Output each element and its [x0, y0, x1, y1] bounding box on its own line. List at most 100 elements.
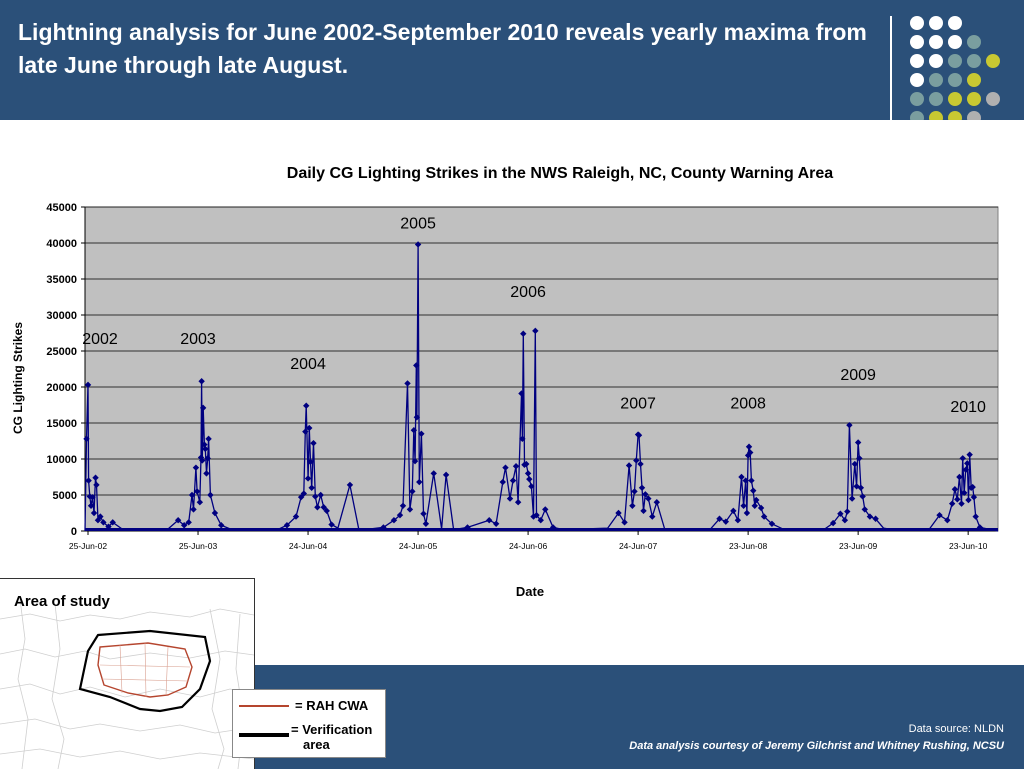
x-tick-label: 24-Jun-04 — [289, 541, 328, 551]
data-point — [207, 491, 214, 499]
year-annotation: 2006 — [510, 284, 546, 301]
data-point — [829, 519, 837, 527]
y-tick-label: 30000 — [46, 310, 77, 322]
data-point — [346, 481, 354, 489]
y-axis-label: CG Lighting Strikes — [11, 322, 25, 434]
data-point — [85, 477, 92, 484]
x-tick-label: 23-Jun-08 — [729, 541, 768, 551]
decorative-dot — [929, 73, 943, 87]
decorative-dot — [967, 92, 981, 106]
data-point — [524, 470, 532, 477]
data-point — [753, 496, 760, 504]
data-point — [430, 470, 437, 477]
data-point — [413, 362, 420, 369]
decorative-dot — [910, 54, 924, 68]
data-point — [292, 513, 300, 520]
data-point — [302, 428, 309, 435]
data-point — [97, 513, 104, 520]
verification-label-cont: area — [303, 737, 330, 752]
data-point — [411, 457, 419, 465]
data-point — [84, 381, 92, 389]
data-point — [716, 515, 723, 522]
data-point — [413, 414, 421, 421]
data-point — [314, 504, 321, 511]
data-point — [404, 380, 411, 387]
data-point — [509, 477, 517, 484]
decorative-dot — [910, 16, 924, 30]
year-annotation: 2007 — [620, 396, 656, 413]
data-point — [180, 522, 188, 529]
chart-title: Daily CG Lighting Strikes in the NWS Ral… — [287, 165, 834, 182]
data-point — [653, 499, 660, 506]
data-point — [649, 513, 656, 520]
x-tick-label: 23-Jun-09 — [839, 541, 878, 551]
data-point — [409, 488, 416, 495]
data-point — [92, 474, 99, 481]
data-point — [312, 493, 319, 500]
data-point — [970, 493, 978, 501]
data-point — [89, 493, 96, 501]
y-tick-label: 15000 — [46, 418, 77, 430]
data-point — [109, 519, 116, 526]
data-point — [530, 513, 537, 520]
x-tick-label: 24-Jun-06 — [509, 541, 548, 551]
header-divider — [890, 16, 892, 120]
data-point — [638, 484, 646, 491]
rah-cwa-outline — [97, 642, 193, 698]
decorative-dot — [929, 111, 943, 120]
decorative-dot — [967, 35, 981, 49]
data-point — [848, 495, 856, 502]
data-point — [972, 513, 979, 520]
data-point — [514, 499, 522, 506]
data-point — [90, 509, 98, 517]
data-point — [959, 455, 966, 462]
data-source: Data source: NLDN — [908, 723, 1004, 735]
data-point — [307, 458, 314, 466]
year-annotation: 2004 — [290, 356, 326, 373]
data-point — [625, 462, 633, 469]
data-point — [936, 511, 943, 519]
map-title: Area of study — [14, 593, 110, 610]
data-point — [506, 495, 514, 502]
area-of-study-map: Area of study — [0, 578, 255, 769]
x-tick-label: 24-Jun-07 — [619, 541, 658, 551]
data-point — [854, 439, 862, 446]
data-point — [861, 506, 868, 513]
data-point — [204, 455, 211, 462]
data-point — [87, 502, 95, 509]
year-annotation: 2003 — [180, 331, 216, 348]
data-point — [846, 421, 853, 429]
data-point — [464, 524, 471, 531]
data-point — [722, 518, 730, 525]
data-point — [760, 513, 768, 520]
chart-panel: Daily CG Lighting Strikes in the NWS Ral… — [0, 120, 1024, 665]
decorative-dot — [910, 73, 924, 87]
decorative-dot — [986, 54, 1000, 68]
data-point — [745, 443, 753, 450]
data-point — [635, 432, 643, 439]
year-annotation: 2010 — [950, 399, 986, 416]
data-point — [323, 507, 330, 515]
rah-cwa-label: = RAH CWA — [295, 698, 369, 713]
decorative-dot-grid — [905, 8, 1024, 120]
data-point — [303, 402, 310, 409]
rah-cwa-swatch — [239, 705, 289, 707]
decorative-dot — [929, 16, 943, 30]
header-banner: Lightning analysis for June 2002-Septemb… — [0, 0, 1024, 120]
data-point — [730, 507, 737, 515]
data-point — [93, 481, 100, 489]
plot-area: 0 5000 10000 15000 20000 25000 30000 35000 40000… — [46, 202, 999, 551]
data-point — [502, 464, 509, 471]
data-point — [958, 500, 965, 507]
data-point — [742, 477, 749, 484]
decorative-dot — [910, 111, 924, 120]
data-point — [751, 502, 758, 509]
y-tick-label: 35000 — [46, 274, 77, 286]
data-point — [100, 519, 107, 526]
data-point — [951, 486, 959, 493]
data-point — [944, 517, 951, 524]
data-point — [966, 451, 973, 458]
data-point — [185, 519, 192, 526]
data-point — [743, 509, 751, 517]
data-point — [499, 478, 506, 486]
